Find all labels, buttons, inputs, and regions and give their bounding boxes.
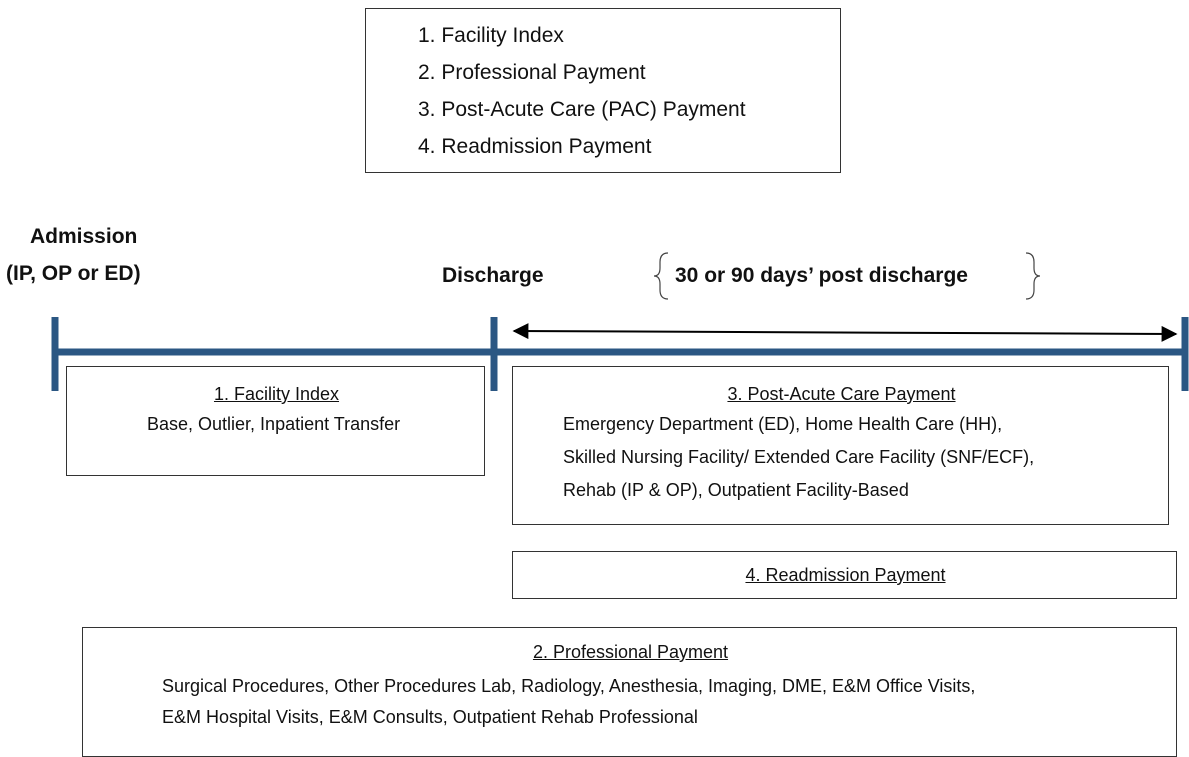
facility-box: 1. Facility Index Base, Outlier, Inpatie… bbox=[66, 366, 485, 476]
box-line: Emergency Department (ED), Home Health C… bbox=[563, 414, 1003, 434]
box-line: Rehab (IP & OP), Outpatient Facility-Bas… bbox=[563, 480, 909, 500]
discharge-label: Discharge bbox=[442, 264, 544, 287]
pac-box: 3. Post-Acute Care Payment Emergency Dep… bbox=[512, 366, 1169, 525]
legend-item: 2. Professional Payment bbox=[418, 61, 646, 84]
window-arrow bbox=[512, 323, 1178, 342]
professional-box: 2. Professional Payment Surgical Procedu… bbox=[82, 627, 1177, 757]
legend-box: 1. Facility Index 2. Professional Paymen… bbox=[365, 8, 841, 173]
box-line: Skilled Nursing Facility/ Extended Care … bbox=[563, 447, 1035, 467]
admission-label: Admission bbox=[30, 225, 138, 248]
brace-right bbox=[1025, 252, 1041, 300]
window-label: 30 or 90 days’ post discharge bbox=[675, 264, 968, 287]
legend-item: 4. Readmission Payment bbox=[418, 135, 652, 158]
box-line: Surgical Procedures, Other Procedures La… bbox=[162, 676, 976, 696]
box-title: 2. Professional Payment bbox=[532, 642, 729, 662]
legend-item: 1. Facility Index bbox=[418, 24, 564, 47]
box-line: E&M Hospital Visits, E&M Consults, Outpa… bbox=[162, 707, 698, 727]
box-title: 1. Facility Index bbox=[213, 384, 340, 404]
legend-item: 3. Post-Acute Care (PAC) Payment bbox=[418, 98, 746, 121]
box-title: 4. Readmission Payment bbox=[745, 565, 946, 585]
readmission-box: 4. Readmission Payment bbox=[512, 551, 1177, 599]
box-line: Base, Outlier, Inpatient Transfer bbox=[147, 414, 401, 434]
brace-left bbox=[653, 252, 669, 300]
box-title: 3. Post-Acute Care Payment bbox=[727, 384, 956, 404]
admission-label: (IP, OP or ED) bbox=[6, 262, 141, 285]
